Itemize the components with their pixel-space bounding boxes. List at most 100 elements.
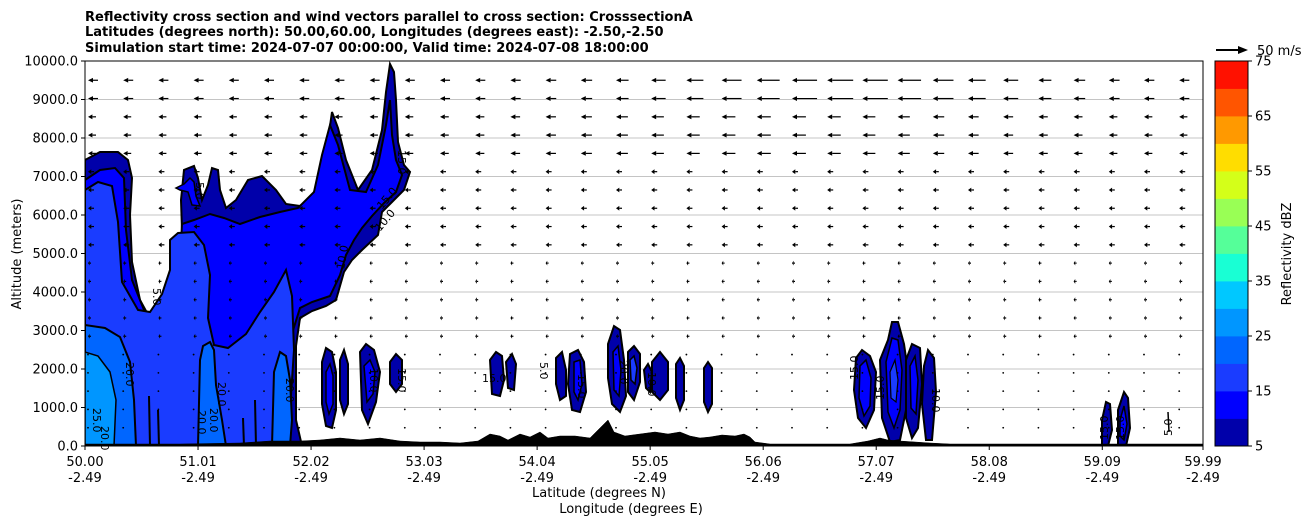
wind-vector [616, 77, 629, 83]
wind-vector [1107, 371, 1110, 374]
wind-vector [122, 353, 125, 356]
wind-vector [1003, 242, 1010, 248]
wind-vector [651, 279, 655, 284]
wind-vector [615, 426, 617, 429]
wind-vector [827, 224, 834, 229]
wind-vector [87, 371, 89, 374]
cell-57-3-core [909, 353, 919, 416]
wind-vector [1144, 205, 1150, 211]
wind-vector [404, 77, 415, 83]
wind-vector [651, 96, 666, 101]
wind-vector [862, 114, 876, 120]
wind-vector [932, 187, 939, 193]
wind-vector [580, 297, 584, 303]
wind-vector [756, 242, 763, 248]
wind-vector [1037, 426, 1040, 429]
wind-vector [897, 169, 904, 175]
wind-vector [192, 426, 195, 429]
wind-vector [755, 371, 758, 374]
wind-vector [1003, 187, 1010, 193]
wind-vector [580, 279, 584, 284]
contour-label: 25.0 [90, 408, 103, 433]
x-tick-label-lat: 53.03 [405, 455, 442, 470]
wind-vector [475, 77, 486, 83]
wind-vector [579, 353, 582, 356]
wind-vector [862, 96, 888, 101]
wind-vector [756, 96, 780, 101]
wind-vector [721, 169, 728, 175]
wind-vector [580, 77, 593, 83]
y-tick-label: 4000.0 [33, 286, 79, 301]
wind-vector [862, 77, 888, 83]
wind-vector [1179, 151, 1188, 156]
wind-vector [1144, 242, 1150, 248]
wind-vector [721, 114, 736, 120]
wind-vector [651, 260, 655, 266]
wind-vector [932, 279, 936, 284]
wind-vector [88, 297, 91, 303]
cell-54-6-core [612, 344, 622, 398]
wind-vector [475, 151, 485, 156]
wind-vector [616, 315, 619, 321]
wind-vector [1108, 132, 1118, 138]
wind-vector [334, 205, 341, 211]
wind-vector [123, 169, 130, 175]
wind-vector [897, 279, 901, 284]
wind-vector [298, 426, 301, 429]
wind-vector [474, 371, 477, 374]
wind-vector [1108, 96, 1120, 101]
wind-vector [968, 279, 971, 284]
x-tick-label-lat: 54.04 [519, 455, 556, 470]
contour-label: 5.0 [1162, 419, 1175, 437]
y-tick-label: 7000.0 [33, 170, 79, 185]
wind-vector [932, 151, 945, 156]
wind-vector [193, 260, 197, 266]
wind-vector [1073, 315, 1077, 321]
wind-vector [88, 151, 97, 156]
wind-vector [967, 371, 969, 374]
x-axis-label-latitude: Latitude (degrees N) [532, 486, 666, 501]
wind-vector [264, 205, 270, 211]
wind-vector [404, 224, 411, 229]
wind-vector [158, 96, 169, 101]
wind-vector [755, 353, 758, 356]
wind-vector [756, 151, 771, 156]
wind-vector [650, 390, 653, 393]
wind-vector [1073, 333, 1077, 339]
plot-area: 5.0 20.0 25.0 20.0 20.0 20.0 20.0 20.0 5… [84, 60, 1204, 451]
colorbar-tick-label: 5 [1255, 440, 1263, 455]
wind-vector [1003, 77, 1019, 83]
wind-vector [1108, 279, 1112, 284]
wind-vector [123, 224, 130, 229]
quiver-key-arrow-head-icon [1238, 46, 1248, 54]
wind-vector [193, 242, 200, 248]
wind-vector [580, 205, 587, 211]
wind-vector [651, 169, 658, 175]
wind-vector [826, 426, 829, 429]
wind-vector [791, 408, 793, 411]
wind-vector [686, 114, 700, 120]
wind-vector [264, 224, 270, 229]
cell-52-8 [389, 352, 403, 394]
wind-vector [791, 426, 793, 429]
wind-vector [1038, 96, 1052, 101]
wind-vector [932, 260, 936, 266]
wind-vector [193, 151, 202, 156]
wind-vector [897, 297, 901, 303]
x-tick-label-lat: 52.02 [292, 455, 329, 470]
wind-vector [1144, 297, 1147, 303]
wind-vector [545, 315, 549, 321]
wind-vector [1143, 390, 1145, 393]
colorbar-tick-label: 65 [1255, 110, 1272, 125]
wind-vector [862, 205, 869, 211]
wind-vector [403, 426, 406, 429]
wind-vector [299, 242, 306, 248]
wind-vector [369, 114, 378, 120]
wind-vector [862, 279, 866, 284]
wind-vector [228, 96, 239, 101]
colorbar-tick-label: 35 [1255, 275, 1272, 290]
wind-vector [1038, 333, 1042, 339]
wind-vector [580, 114, 592, 120]
y-tick-label: 6000.0 [33, 209, 79, 224]
contour-label: 20.0 [283, 378, 296, 403]
